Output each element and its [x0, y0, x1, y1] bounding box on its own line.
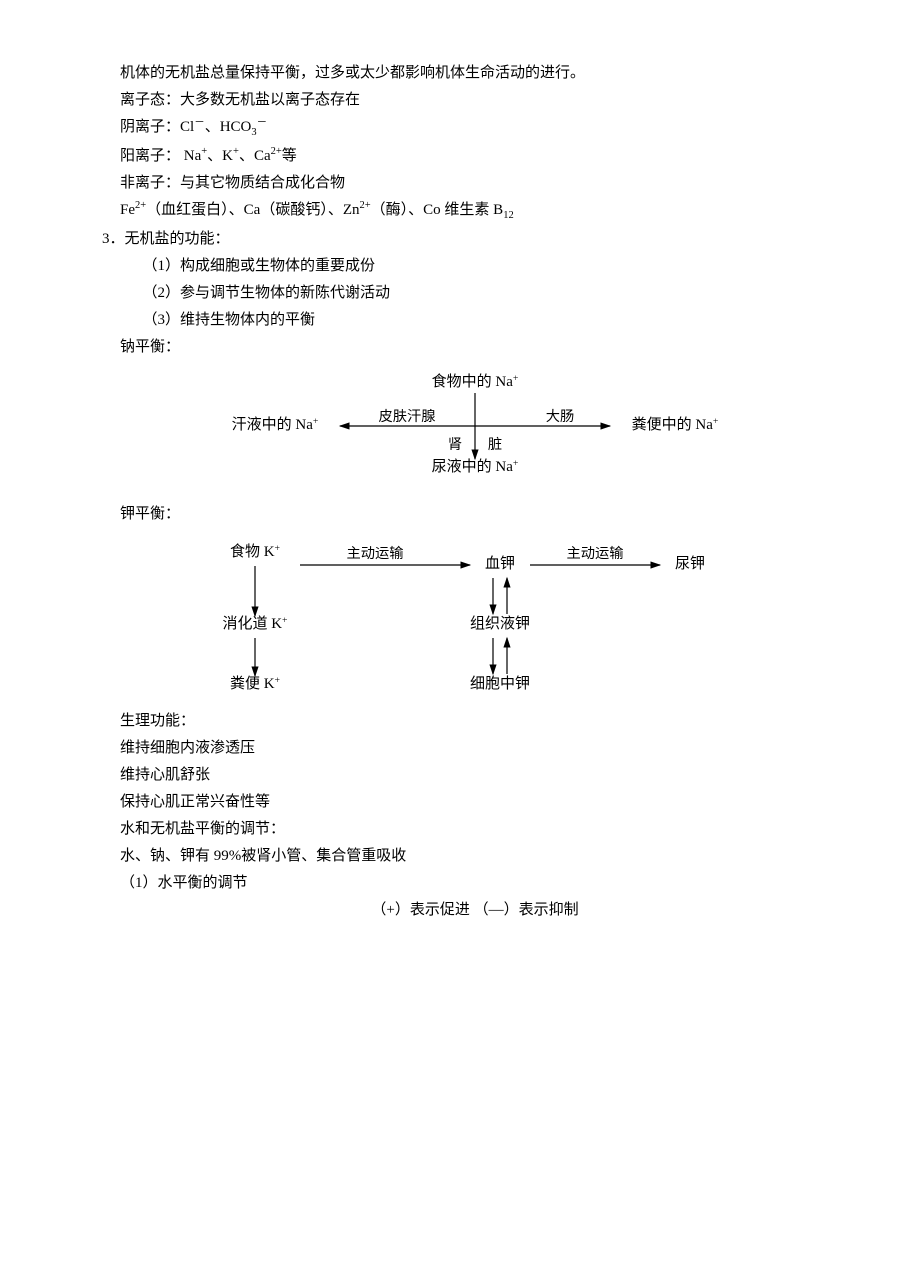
superscript: 2+ — [271, 146, 282, 157]
paragraph: 维持细胞内液渗透压 — [120, 735, 830, 762]
text: （血红蛋白）、Ca（碳酸钙）、Zn — [146, 202, 359, 218]
list-item: （1）水平衡的调节 — [120, 870, 830, 897]
subscript: 3 — [251, 127, 256, 138]
sodium-flowchart-svg: 食物中的 Na+ 汗液中的 Na+ 粪便中的 Na+ 尿液中的 Na+ 皮肤汗腺 大肠肾 脏 — [215, 371, 735, 491]
potassium-flowchart-svg: 食物 K+ 血钾 尿钾消化道 K+ 组织液钾粪便 K+ 细胞中钾 主动运输 主动运输 — [200, 538, 740, 698]
svg-text:食物 K+: 食物 K+ — [230, 542, 281, 560]
potassium-balance-diagram: 食物 K+ 血钾 尿钾消化道 K+ 组织液钾粪便 K+ 细胞中钾 主动运输 主动运输 — [120, 538, 830, 698]
list-item: （3）维持生物体内的平衡 — [120, 307, 830, 334]
svg-text:粪便中的 Na+: 粪便中的 Na+ — [632, 415, 719, 433]
paragraph: 非离子：与其它物质结合成化合物 — [120, 170, 830, 197]
text: （酶）、Co 维生素 B — [371, 202, 504, 218]
svg-text:大肠: 大肠 — [546, 408, 575, 425]
svg-text:尿液中的 Na+: 尿液中的 Na+ — [432, 457, 519, 475]
superscript: － — [257, 117, 268, 128]
paragraph: 水、钠、钾有 99%被肾小管、集合管重吸收 — [120, 843, 830, 870]
svg-text:粪便 K+: 粪便 K+ — [230, 674, 281, 692]
svg-text:肾: 肾 — [448, 436, 462, 453]
list-item: （2）参与调节生物体的新陈代谢活动 — [120, 280, 830, 307]
text: 、K — [207, 148, 233, 164]
text: 等 — [282, 148, 297, 164]
sodium-balance-diagram: 食物中的 Na+ 汗液中的 Na+ 粪便中的 Na+ 尿液中的 Na+ 皮肤汗腺 大肠肾 脏 — [120, 371, 830, 491]
paragraph-anions: 阴离子：Cl－、HCO3－ — [120, 114, 830, 143]
paragraph-cations: 阳离子： Na+、K+、Ca2+等 — [120, 143, 830, 170]
physiology-label: 生理功能： — [120, 708, 830, 735]
svg-text:血钾: 血钾 — [485, 555, 515, 572]
paragraph: 维持心肌舒张 — [120, 762, 830, 789]
heading-section-3: 3．无机盐的功能： — [102, 226, 830, 253]
svg-text:汗液中的 Na+: 汗液中的 Na+ — [232, 415, 319, 433]
svg-text:主动运输: 主动运输 — [566, 545, 623, 562]
text: 、Ca — [239, 148, 271, 164]
svg-text:细胞中钾: 细胞中钾 — [470, 675, 530, 692]
superscript: 2+ — [360, 200, 371, 211]
svg-text:皮肤汗腺: 皮肤汗腺 — [378, 408, 435, 425]
sodium-balance-label: 钠平衡： — [120, 334, 830, 361]
paragraph-compounds: Fe2+（血红蛋白）、Ca（碳酸钙）、Zn2+（酶）、Co 维生素 B12 — [120, 197, 830, 226]
text: 阴离子：Cl — [120, 119, 194, 135]
regulation-label: 水和无机盐平衡的调节： — [120, 816, 830, 843]
svg-text:组织液钾: 组织液钾 — [470, 615, 530, 632]
superscript: － — [194, 117, 205, 128]
legend-line: （+）表示促进 （—）表示抑制 — [120, 897, 830, 924]
svg-text:主动运输: 主动运输 — [346, 545, 403, 562]
svg-text:尿钾: 尿钾 — [675, 555, 705, 572]
svg-text:脏: 脏 — [488, 436, 502, 453]
paragraph: 离子态：大多数无机盐以离子态存在 — [120, 87, 830, 114]
paragraph: 机体的无机盐总量保持平衡，过多或太少都影响机体生命活动的进行。 — [120, 60, 830, 87]
paragraph: 保持心肌正常兴奋性等 — [120, 789, 830, 816]
text: 阳离子： Na — [120, 148, 201, 164]
potassium-balance-label: 钾平衡： — [120, 501, 830, 528]
text: 、HCO — [205, 119, 252, 135]
subscript: 12 — [503, 210, 514, 221]
svg-text:食物中的 Na+: 食物中的 Na+ — [432, 372, 519, 390]
superscript: 2+ — [135, 200, 146, 211]
list-item: （1）构成细胞或生物体的重要成份 — [120, 253, 830, 280]
text: Fe — [120, 202, 135, 218]
svg-text:消化道 K+: 消化道 K+ — [222, 614, 288, 632]
